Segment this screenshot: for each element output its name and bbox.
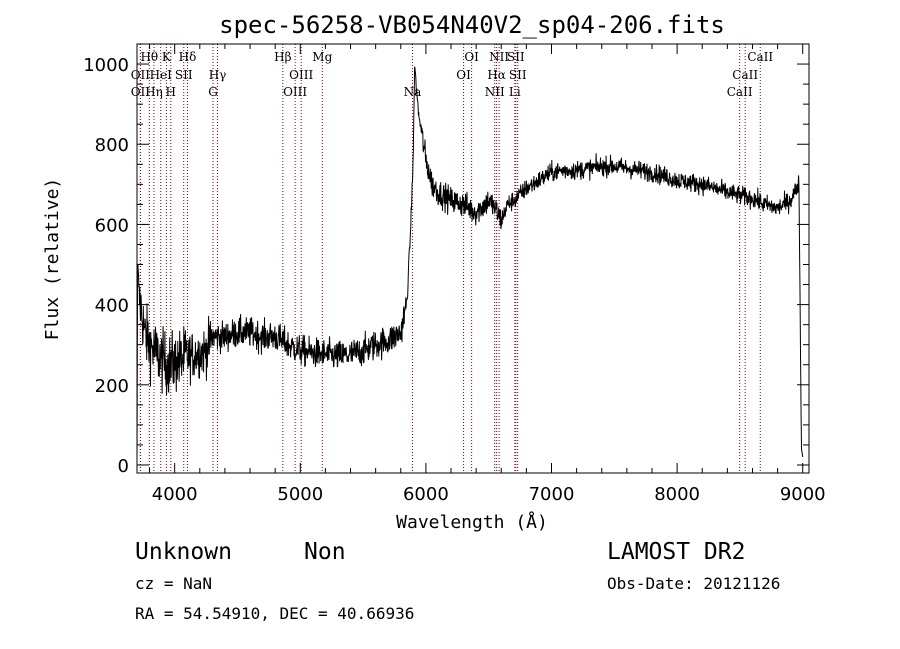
x-tick-label: 6000 bbox=[403, 484, 449, 505]
spectral-line-label: OII bbox=[131, 68, 151, 82]
survey-name: LAMOST DR2 bbox=[607, 539, 745, 565]
coordinates: RA = 54.54910, DEC = 40.66936 bbox=[135, 604, 414, 623]
spectral-line-label: Hα bbox=[487, 68, 506, 82]
spectral-line-label: OII bbox=[131, 85, 151, 99]
spectral-line-label: Hθ bbox=[140, 50, 158, 64]
spectral-line-label: NII bbox=[485, 85, 505, 99]
y-tick-label: 400 bbox=[95, 296, 129, 317]
y-tick-label: 200 bbox=[95, 376, 129, 397]
spectral-line-label: SII bbox=[509, 68, 527, 82]
spectral-line-label: Hγ bbox=[209, 68, 227, 82]
chart-title: spec-56258-VB054N40V2_sp04-206.fits bbox=[219, 11, 725, 39]
spectral-line-label: H bbox=[166, 85, 176, 99]
x-tick-label: 9000 bbox=[780, 484, 826, 505]
spectral-line-label: CaII bbox=[727, 85, 753, 99]
spectral-line-label: OIII bbox=[283, 85, 307, 99]
spectral-line-label: Hη bbox=[145, 85, 163, 99]
spectral-line-label: Na bbox=[404, 85, 422, 99]
spectral-line-label: OI bbox=[464, 50, 479, 64]
spectral-line-label: HeI bbox=[150, 68, 173, 82]
axis-tick-labels: 4000 5000 6000 7000 8000 9000 0 200 400 600 800 100… bbox=[83, 55, 825, 505]
object-subclass: Non bbox=[304, 539, 346, 565]
spectral-line-label: SII bbox=[507, 50, 525, 64]
spectral-line-label: NII bbox=[489, 50, 509, 64]
spectral-line-markers bbox=[139, 44, 761, 473]
spectrum-line bbox=[136, 66, 804, 462]
axis-ticks bbox=[137, 44, 809, 473]
y-tick-label: 0 bbox=[118, 456, 129, 477]
plot-frame bbox=[136, 43, 810, 474]
spectral-line-label: OI bbox=[456, 68, 471, 82]
spectral-line-labels: OII OII Hθ Hη HeI K H SII Hδ G Hγ Hβ OIII OIII Mg Na OI O… bbox=[131, 50, 774, 99]
observation-date: Obs-Date: 20121126 bbox=[607, 574, 780, 593]
spectral-line-label: G bbox=[208, 85, 218, 99]
spectral-line-label: K bbox=[162, 50, 172, 64]
x-tick-label: 7000 bbox=[529, 484, 575, 505]
spectral-line-label: CaII bbox=[747, 50, 773, 64]
x-axis-label: Wavelength (Å) bbox=[396, 511, 548, 533]
spectral-line-label: Li bbox=[509, 85, 521, 99]
x-tick-label: 8000 bbox=[654, 484, 700, 505]
spectral-line-label: Hβ bbox=[274, 50, 291, 64]
y-axis-label: Flux (relative) bbox=[42, 178, 63, 341]
spectral-line-label: OIII bbox=[289, 68, 313, 82]
x-tick-label: 4000 bbox=[152, 484, 198, 505]
object-class: Unknown bbox=[135, 539, 232, 565]
x-tick-label: 5000 bbox=[277, 484, 323, 505]
spectral-line-label: Mg bbox=[312, 50, 332, 64]
y-tick-label: 800 bbox=[95, 135, 129, 156]
redshift: cz = NaN bbox=[135, 574, 212, 593]
y-tick-label: 1000 bbox=[83, 55, 129, 76]
spectral-line-label: SII bbox=[175, 68, 193, 82]
y-tick-label: 600 bbox=[95, 215, 129, 236]
spectral-line-label: Hδ bbox=[179, 50, 197, 64]
spectral-line-label: CaII bbox=[732, 68, 758, 82]
